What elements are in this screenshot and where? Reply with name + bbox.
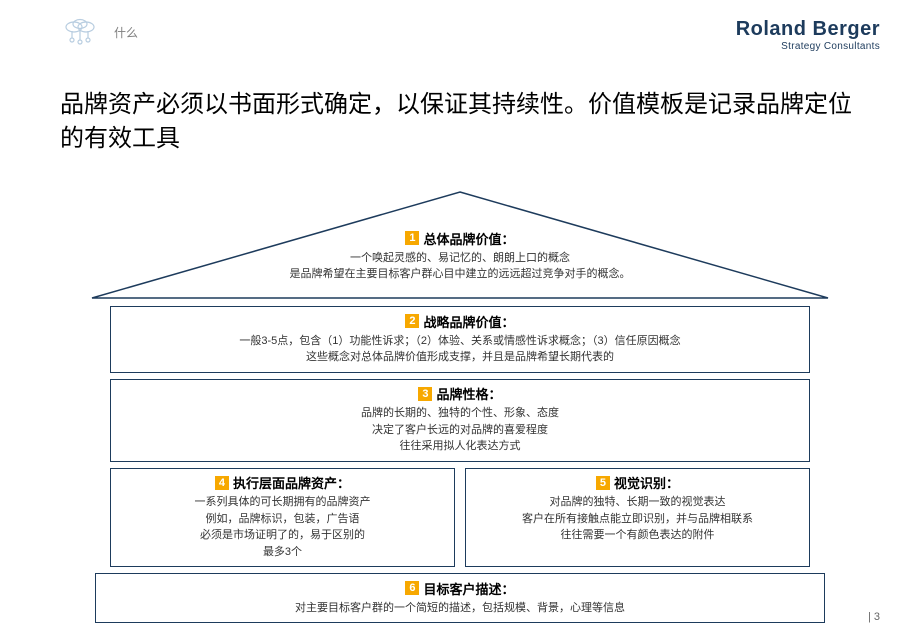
slide-title: 品牌资产必须以书面形式确定，以保证其持续性。价值模板是记录品牌定位的有效工具 [60, 88, 860, 155]
section-5-title-text: 视觉识别： [614, 473, 679, 492]
section-5-line3: 往往需要一个有颜色表达的附件 [476, 527, 799, 544]
section-3-line1: 品牌的长期的、独特的个性、形象、态度 [121, 405, 799, 422]
section-4-title: 4 执行层面品牌资产： [215, 473, 350, 492]
section-3-title: 3 品牌性格： [418, 384, 501, 403]
badge-1: 1 [405, 231, 419, 245]
page-number: | 3 [868, 611, 880, 623]
house-body: 2 战略品牌价值： 一般3-5点，包含（1）功能性诉求；（2）体验、关系或情感性… [110, 306, 810, 567]
slide-header: 什么 Roland Berger Strategy Consultants [0, 18, 920, 52]
section-3-body: 品牌的长期的、独特的个性、形象、态度 决定了客户长远的对品牌的喜爱程度 往往采用… [121, 405, 799, 455]
header-label: 什么 [114, 24, 138, 41]
section-2: 2 战略品牌价值： 一般3-5点，包含（1）功能性诉求；（2）体验、关系或情感性… [110, 306, 810, 373]
section-2-title: 2 战略品牌价值： [405, 312, 514, 331]
badge-2: 2 [405, 314, 419, 328]
section-4-line3: 必须是市场证明了的，易于区别的 [121, 527, 444, 544]
section-6: 6 目标客户描述： 对主要目标客户群的一个简短的描述，包括规模、背景，心理等信息 [95, 573, 825, 623]
section-2-line2: 这些概念对总体品牌价值形成支撑，并且是品牌希望长期代表的 [121, 349, 799, 366]
badge-6: 6 [405, 581, 419, 595]
cloud-icon [60, 18, 102, 46]
section-5-line1: 对品牌的独特、长期一致的视觉表达 [476, 494, 799, 511]
section-6-body: 对主要目标客户群的一个简短的描述，包括规模、背景，心理等信息 [106, 600, 814, 617]
section-1-line1: 一个唤起灵感的、易记忆的、朗朗上口的概念 [90, 250, 830, 267]
section-1-title-text: 总体品牌价值： [423, 229, 514, 248]
section-5-line2: 客户在所有接触点能立即识别，并与品牌相联系 [476, 511, 799, 528]
split-row: 4 执行层面品牌资产： 一系列具体的可长期拥有的品牌资产 例如，品牌标识，包装，… [110, 468, 810, 568]
section-4: 4 执行层面品牌资产： 一系列具体的可长期拥有的品牌资产 例如，品牌标识，包装，… [110, 468, 455, 568]
page-number-value: 3 [874, 611, 880, 623]
section-3: 3 品牌性格： 品牌的长期的、独特的个性、形象、态度 决定了客户长远的对品牌的喜… [110, 379, 810, 462]
section-3-line2: 决定了客户长远的对品牌的喜爱程度 [121, 422, 799, 439]
section-2-body: 一般3-5点，包含（1）功能性诉求；（2）体验、关系或情感性诉求概念；（3）信任… [121, 333, 799, 366]
section-5: 5 视觉识别： 对品牌的独特、长期一致的视觉表达 客户在所有接触点能立即识别，并… [465, 468, 810, 568]
section-1-line2: 是品牌希望在主要目标客户群心目中建立的远远超过竞争对手的概念。 [90, 266, 830, 283]
section-4-line2: 例如，品牌标识，包装，广告语 [121, 511, 444, 528]
section-5-body: 对品牌的独特、长期一致的视觉表达 客户在所有接触点能立即识别，并与品牌相联系 往… [476, 494, 799, 544]
header-left: 什么 [60, 18, 138, 46]
logo-name: Roland Berger [736, 18, 880, 41]
section-3-line3: 往往采用拟人化表达方式 [121, 438, 799, 455]
badge-4: 4 [215, 476, 229, 490]
section-2-line1: 一般3-5点，包含（1）功能性诉求；（2）体验、关系或情感性诉求概念；（3）信任… [121, 333, 799, 350]
section-4-line1: 一系列具体的可长期拥有的品牌资产 [121, 494, 444, 511]
logo-subtitle: Strategy Consultants [736, 41, 880, 52]
section-6-title-text: 目标客户描述： [423, 579, 514, 598]
section-4-line4: 最多3个 [121, 544, 444, 561]
section-6-title: 6 目标客户描述： [405, 579, 514, 598]
section-4-body: 一系列具体的可长期拥有的品牌资产 例如，品牌标识，包装，广告语 必须是市场证明了… [121, 494, 444, 560]
badge-3: 3 [418, 387, 432, 401]
roof-content: 1 总体品牌价值： 一个唤起灵感的、易记忆的、朗朗上口的概念 是品牌希望在主要目… [90, 228, 830, 283]
section-3-title-text: 品牌性格： [436, 384, 501, 403]
section-2-title-text: 战略品牌价值： [423, 312, 514, 331]
badge-5: 5 [596, 476, 610, 490]
section-6-line1: 对主要目标客户群的一个简短的描述，包括规模、背景，心理等信息 [106, 600, 814, 617]
house-diagram: 1 总体品牌价值： 一个唤起灵感的、易记忆的、朗朗上口的概念 是品牌希望在主要目… [90, 190, 830, 623]
section-1-body: 一个唤起灵感的、易记忆的、朗朗上口的概念 是品牌希望在主要目标客户群心目中建立的… [90, 250, 830, 283]
logo: Roland Berger Strategy Consultants [736, 18, 880, 52]
roof-section: 1 总体品牌价值： 一个唤起灵感的、易记忆的、朗朗上口的概念 是品牌希望在主要目… [90, 190, 830, 300]
section-1-title: 1 总体品牌价值： [405, 229, 514, 248]
section-5-title: 5 视觉识别： [596, 473, 679, 492]
section-4-title-text: 执行层面品牌资产： [233, 473, 350, 492]
